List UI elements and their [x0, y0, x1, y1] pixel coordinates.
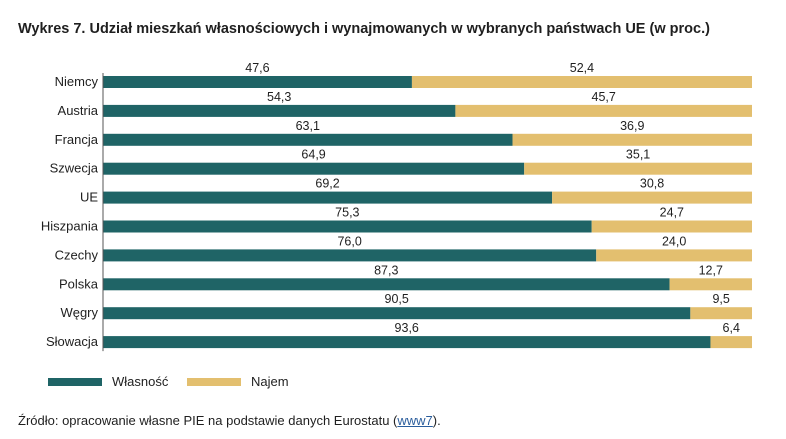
data-label-ownership-czechy: 76,0 — [337, 234, 361, 248]
legend-item-rent: Najem — [187, 374, 289, 389]
data-label-rent-niemcy: 52,4 — [570, 61, 594, 75]
source-note: Źródło: opracowanie własne PIE na podsta… — [18, 413, 441, 428]
bar-rent-szwecja — [524, 162, 752, 175]
bar-rent-czechy — [596, 249, 752, 262]
chart-title: Wykres 7. Udział mieszkań własnościowych… — [18, 21, 710, 37]
bar-rent-austria — [455, 104, 752, 117]
bar-rent-wegry — [690, 307, 752, 320]
data-label-rent-slowacja: 6,4 — [723, 321, 740, 335]
bar-ownership-wegry — [103, 307, 691, 320]
category-label-hiszpania: Hiszpania — [41, 219, 99, 234]
data-label-rent-wegry: 9,5 — [712, 292, 729, 306]
category-label-polska: Polska — [59, 276, 99, 291]
legend-item-ownership: Własność — [48, 374, 168, 389]
bar-rent-hiszpania — [591, 220, 752, 233]
data-label-rent-czechy: 24,0 — [662, 234, 686, 248]
data-label-ownership-wegry: 90,5 — [385, 292, 409, 306]
bar-rent-slowacja — [710, 336, 752, 349]
data-label-ownership-szwecja: 64,9 — [301, 148, 325, 162]
data-label-rent-polska: 12,7 — [699, 263, 723, 277]
bar-ownership-francja — [103, 133, 513, 146]
source-text: Źródło: opracowanie własne PIE na podsta… — [18, 413, 398, 428]
category-label-ue: UE — [80, 190, 98, 205]
bar-ownership-niemcy — [103, 76, 412, 88]
data-label-rent-szwecja: 35,1 — [626, 148, 650, 162]
bar-ownership-slowacja — [103, 336, 711, 349]
bar-ownership-austria — [103, 104, 456, 117]
legend-swatch-ownership — [48, 377, 102, 386]
bar-rent-polska — [669, 278, 752, 291]
category-label-slowacja: Słowacja — [46, 334, 99, 349]
category-label-niemcy: Niemcy — [55, 74, 99, 89]
category-label-czechy: Czechy — [55, 247, 99, 262]
bar-rent-francja — [512, 133, 752, 146]
bar-ownership-hiszpania — [103, 220, 592, 233]
bar-rent-niemcy — [411, 76, 752, 88]
legend-swatch-rent — [187, 377, 241, 386]
bar-rent-ue — [552, 191, 752, 204]
category-label-francja: Francja — [55, 132, 99, 147]
data-label-rent-ue: 30,8 — [640, 177, 664, 191]
data-label-rent-francja: 36,9 — [620, 119, 644, 133]
category-label-wegry: Węgry — [60, 305, 98, 320]
data-label-ownership-polska: 87,3 — [374, 263, 398, 277]
category-label-austria: Austria — [58, 103, 99, 118]
data-label-rent-hiszpania: 24,7 — [660, 206, 684, 220]
data-label-ownership-ue: 69,2 — [315, 177, 339, 191]
data-label-ownership-hiszpania: 75,3 — [335, 206, 359, 220]
legend-label-rent: Najem — [251, 374, 289, 389]
data-label-rent-austria: 45,7 — [592, 90, 616, 104]
legend-label-ownership: Własność — [112, 374, 169, 389]
bar-ownership-polska — [103, 278, 670, 291]
bar-ownership-szwecja — [103, 162, 525, 175]
bar-ownership-ue — [103, 191, 553, 204]
data-label-ownership-niemcy: 47,6 — [245, 61, 269, 75]
data-label-ownership-austria: 54,3 — [267, 90, 291, 104]
data-label-ownership-slowacja: 93,6 — [395, 321, 419, 335]
source-link[interactable]: www7 — [397, 413, 433, 428]
data-label-ownership-francja: 63,1 — [296, 119, 320, 133]
stacked-bar-chart: Niemcy 47,6 52,4 Austria 54,3 45,7 Francja 63,1… — [41, 61, 752, 352]
source-end: ). — [432, 413, 441, 428]
category-label-szwecja: Szwecja — [50, 161, 99, 176]
bar-ownership-czechy — [103, 249, 597, 262]
